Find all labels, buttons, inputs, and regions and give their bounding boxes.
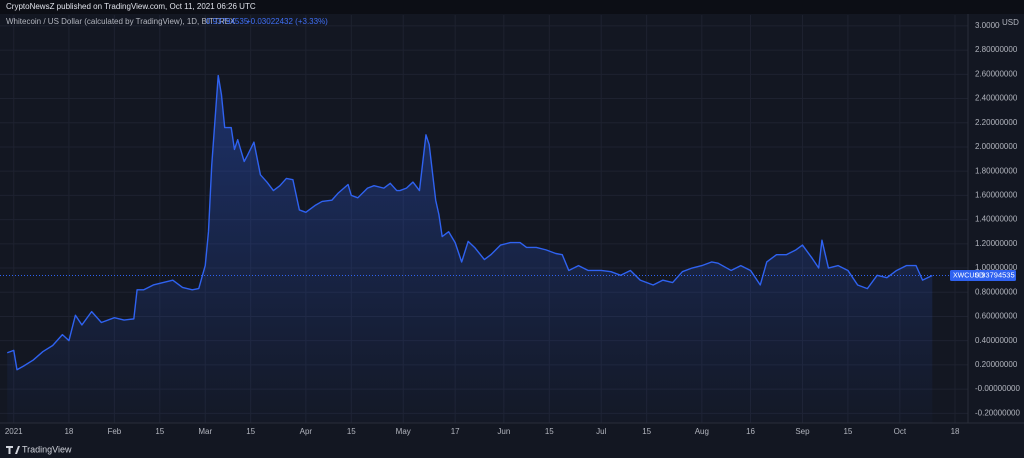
x-tick-label: 15 — [642, 427, 651, 436]
logo — [6, 446, 20, 454]
y-tick-label: 2.80000000 — [975, 45, 1018, 54]
y-tick-label: 2.20000000 — [975, 118, 1018, 127]
x-tick-label: Mar — [198, 427, 212, 436]
y-tick-label: 0.20000000 — [975, 360, 1018, 369]
y-tick-label: 0.80000000 — [975, 287, 1018, 296]
y-tick-label: 2.40000000 — [975, 94, 1018, 103]
y-tick-label: 1.00000000 — [975, 263, 1018, 272]
price-tag-symbol: XWCUSD — [953, 272, 984, 279]
plot — [0, 15, 968, 423]
currency-bg — [1000, 17, 1022, 28]
x-tick-label: 15 — [155, 427, 164, 436]
y-tick-label: 1.40000000 — [975, 215, 1018, 224]
top-bar — [0, 0, 1024, 14]
x-tick-label: Sep — [795, 427, 810, 436]
x-tick-label: Feb — [107, 427, 121, 436]
legend-change: +0.03022432 (+3.33%) — [246, 17, 328, 26]
footer-bar — [0, 440, 1024, 458]
x-tick-label: Aug — [695, 427, 709, 436]
y-tick-label: -0.20000000 — [975, 408, 1020, 417]
x-tick-label: Jul — [596, 427, 606, 436]
x-tick-label: 16 — [746, 427, 755, 436]
x-tick-label: 15 — [843, 427, 852, 436]
x-tick-label: Oct — [894, 427, 907, 436]
y-tick-label: 1.60000000 — [975, 191, 1018, 200]
legend-last: 0.93794535 — [206, 17, 249, 26]
x-tick-label: 15 — [545, 427, 554, 436]
x-tick-label: 2021 — [5, 427, 23, 436]
area-fill — [7, 75, 933, 423]
x-tick-label: 15 — [347, 427, 356, 436]
y-tick-label: 0.40000000 — [975, 336, 1018, 345]
currency-label: USD — [1002, 18, 1019, 27]
y-tick-label: -0.00000000 — [975, 384, 1020, 393]
price-tag-value: 0.93794535 — [975, 271, 1015, 280]
y-tick-label: 2.60000000 — [975, 69, 1018, 78]
published-note: CryptoNewsZ published on TradingView.com… — [6, 2, 256, 11]
price-line — [7, 74, 933, 371]
y-tick-label: 3.00000000 — [975, 21, 1018, 30]
x-tick-label: May — [396, 427, 411, 436]
price-tag — [950, 270, 1016, 282]
x-tick-label: Jun — [497, 427, 510, 436]
x-tick-label: 18 — [64, 427, 73, 436]
y-tick-label: 0.60000000 — [975, 312, 1018, 321]
x-tick-label: Apr — [300, 427, 313, 436]
y-tick-label: 1.20000000 — [975, 239, 1018, 248]
y-tick-label: 1.80000000 — [975, 166, 1018, 175]
x-tick-label: 17 — [451, 427, 460, 436]
x-tick-label: 15 — [246, 427, 255, 436]
x-tick-label: 18 — [951, 427, 960, 436]
footer-logo-text: TradingView — [22, 444, 72, 454]
y-tick-label: 2.00000000 — [975, 142, 1018, 151]
legend-title: Whitecoin / US Dollar (calculated by Tra… — [6, 17, 236, 26]
